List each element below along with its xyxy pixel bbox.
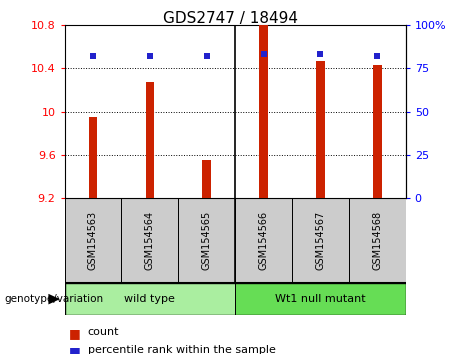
Bar	[259, 25, 268, 198]
Bar	[235, 283, 406, 315]
Bar	[235, 198, 292, 283]
Text: GSM154565: GSM154565	[201, 211, 212, 270]
Text: ■: ■	[69, 345, 81, 354]
Text: wild type: wild type	[124, 294, 175, 304]
Text: ■: ■	[69, 327, 81, 341]
Bar	[146, 82, 154, 198]
Text: GSM154566: GSM154566	[259, 211, 269, 270]
Text: count: count	[88, 327, 119, 337]
Bar	[292, 198, 349, 283]
Text: GSM154564: GSM154564	[145, 211, 155, 270]
Bar	[316, 61, 325, 198]
Bar	[202, 160, 211, 198]
Text: percentile rank within the sample: percentile rank within the sample	[88, 345, 276, 354]
Bar	[65, 198, 121, 283]
Text: GSM154563: GSM154563	[88, 211, 98, 270]
Bar	[121, 198, 178, 283]
Bar	[373, 65, 382, 198]
Text: Wt1 null mutant: Wt1 null mutant	[275, 294, 366, 304]
Bar	[178, 198, 235, 283]
Bar	[65, 283, 235, 315]
Text: genotype/variation: genotype/variation	[5, 294, 104, 304]
Text: GSM154568: GSM154568	[372, 211, 382, 270]
Text: GSM154567: GSM154567	[315, 211, 325, 270]
Text: GDS2747 / 18494: GDS2747 / 18494	[163, 11, 298, 25]
Bar	[349, 198, 406, 283]
Bar	[89, 117, 97, 198]
